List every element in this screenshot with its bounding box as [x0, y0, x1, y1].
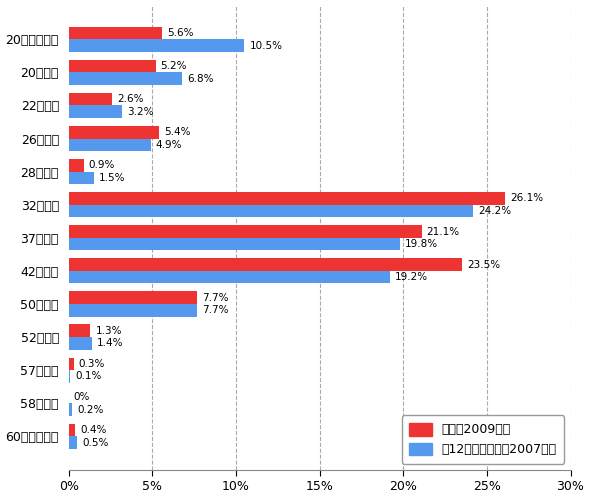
- Bar: [68, 159, 84, 172]
- Text: 6.8%: 6.8%: [188, 74, 214, 84]
- Bar: [68, 370, 70, 383]
- Text: 24.2%: 24.2%: [478, 206, 512, 216]
- Text: 10.5%: 10.5%: [250, 40, 283, 50]
- Text: 1.5%: 1.5%: [99, 173, 125, 183]
- Text: 0.2%: 0.2%: [77, 405, 103, 415]
- Text: 5.2%: 5.2%: [160, 61, 187, 71]
- Bar: [68, 192, 505, 205]
- Bar: [68, 139, 150, 151]
- Bar: [68, 271, 390, 283]
- Text: 19.2%: 19.2%: [395, 272, 428, 282]
- Bar: [68, 205, 474, 217]
- Bar: [68, 93, 112, 105]
- Bar: [68, 105, 122, 118]
- Text: 1.4%: 1.4%: [97, 338, 123, 348]
- Bar: [68, 324, 90, 337]
- Bar: [68, 258, 462, 271]
- Text: 5.6%: 5.6%: [168, 28, 194, 38]
- Text: 3.2%: 3.2%: [127, 107, 154, 117]
- Text: 0.5%: 0.5%: [82, 438, 109, 448]
- Text: 0.1%: 0.1%: [76, 371, 101, 381]
- Text: 0.4%: 0.4%: [80, 425, 107, 435]
- Bar: [68, 72, 182, 85]
- Bar: [68, 436, 77, 449]
- Bar: [68, 304, 198, 316]
- Text: 2.6%: 2.6%: [117, 94, 144, 104]
- Text: 23.5%: 23.5%: [467, 259, 500, 269]
- Bar: [68, 126, 159, 139]
- Bar: [68, 26, 162, 39]
- Text: 7.7%: 7.7%: [202, 293, 229, 303]
- Text: 0.3%: 0.3%: [78, 359, 105, 369]
- Bar: [68, 424, 76, 436]
- Bar: [68, 225, 422, 238]
- Bar: [68, 291, 198, 304]
- Text: 26.1%: 26.1%: [510, 194, 543, 204]
- Text: 0%: 0%: [74, 392, 90, 402]
- Bar: [68, 238, 400, 250]
- Bar: [68, 403, 72, 416]
- Text: 21.1%: 21.1%: [427, 227, 460, 237]
- Bar: [68, 39, 244, 52]
- Bar: [68, 358, 74, 370]
- Bar: [68, 172, 94, 184]
- Text: 7.7%: 7.7%: [202, 305, 229, 315]
- Text: 4.9%: 4.9%: [156, 140, 182, 150]
- Text: 19.8%: 19.8%: [405, 239, 438, 249]
- Bar: [68, 60, 156, 72]
- Text: 1.3%: 1.3%: [96, 326, 122, 336]
- Legend: 今回（2009年）, 第12回リサーチ（2007年）: 今回（2009年）, 第12回リサーチ（2007年）: [402, 415, 564, 464]
- Text: 0.9%: 0.9%: [88, 160, 115, 170]
- Text: 5.4%: 5.4%: [164, 127, 191, 137]
- Bar: [68, 337, 92, 350]
